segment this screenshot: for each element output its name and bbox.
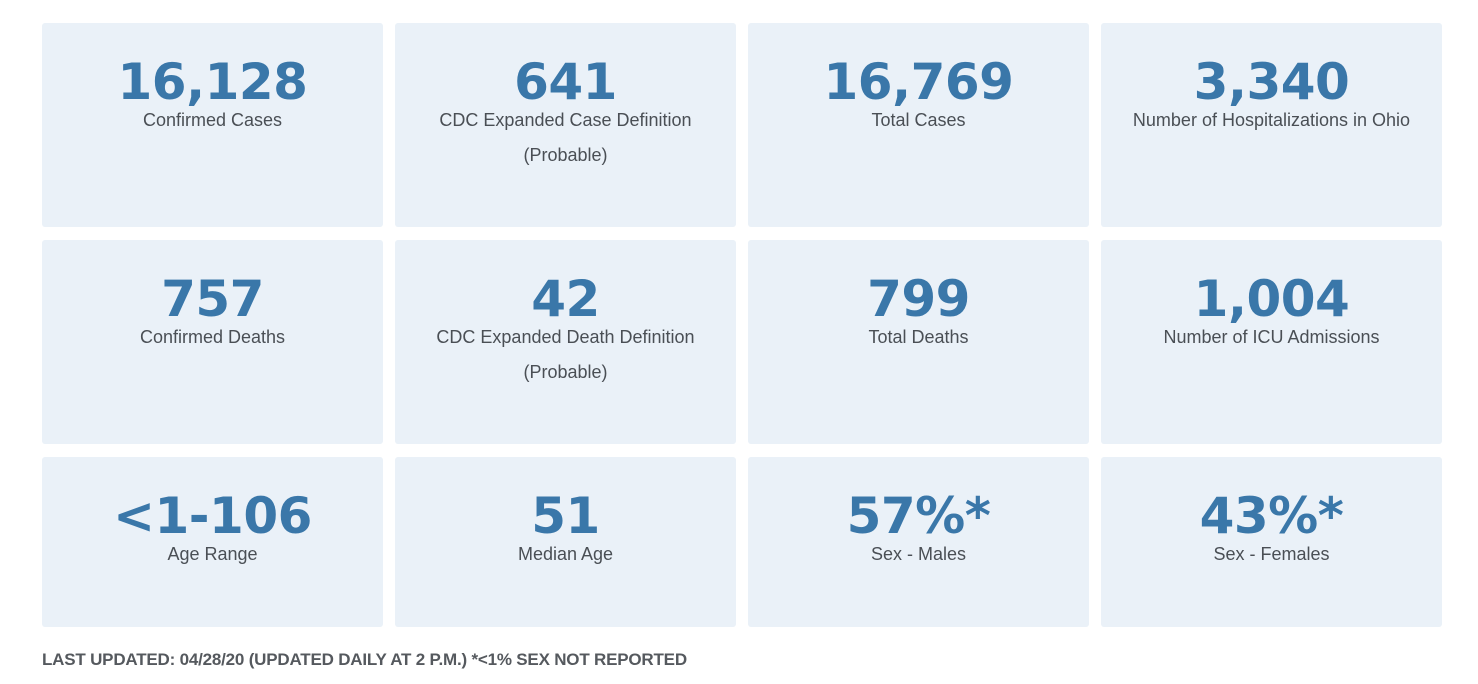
stat-label: Total Cases bbox=[871, 110, 966, 130]
stat-value: 16,769 bbox=[823, 53, 1014, 111]
stat-value: 42 bbox=[531, 270, 600, 328]
stat-label: Total Deaths bbox=[868, 327, 969, 347]
stat-label: CDC Expanded Case Definition (Probable) bbox=[439, 110, 692, 165]
stat-card-hospitalizations: 3,340 Number of Hospitalizations in Ohio bbox=[1101, 23, 1442, 227]
stat-label: Number of ICU Admissions bbox=[1163, 327, 1380, 347]
stat-value: <1-106 bbox=[113, 487, 312, 545]
stat-label: Age Range bbox=[167, 544, 258, 564]
stat-value: 757 bbox=[161, 270, 264, 328]
stat-card-probable-cases: 641 CDC Expanded Case Definition (Probab… bbox=[395, 23, 736, 227]
stat-value: 3,340 bbox=[1193, 53, 1350, 111]
stat-value: 1,004 bbox=[1193, 270, 1350, 328]
stat-label: CDC Expanded Death Definition (Probable) bbox=[436, 327, 695, 382]
stat-card-confirmed-deaths: 757 Confirmed Deaths bbox=[42, 240, 383, 444]
stat-card-sex-females: 43%* Sex - Females bbox=[1101, 457, 1442, 627]
stat-label: Number of Hospitalizations in Ohio bbox=[1132, 110, 1411, 130]
stat-value: 799 bbox=[867, 270, 970, 328]
stats-grid: 16,128 Confirmed Cases 641 CDC Expanded … bbox=[42, 23, 1442, 627]
stat-card-total-deaths: 799 Total Deaths bbox=[748, 240, 1089, 444]
stat-value: 16,128 bbox=[117, 53, 308, 111]
stat-card-probable-deaths: 42 CDC Expanded Death Definition (Probab… bbox=[395, 240, 736, 444]
stat-value: 641 bbox=[514, 53, 617, 111]
stat-card-icu-admissions: 1,004 Number of ICU Admissions bbox=[1101, 240, 1442, 444]
stat-label: Confirmed Deaths bbox=[139, 327, 286, 347]
stat-value: 43%* bbox=[1199, 487, 1344, 545]
stat-label: Sex - Females bbox=[1213, 544, 1330, 564]
stat-label: Median Age bbox=[517, 544, 614, 564]
stat-value: 51 bbox=[531, 487, 600, 545]
stat-card-total-cases: 16,769 Total Cases bbox=[748, 23, 1089, 227]
stat-card-age-range: <1-106 Age Range bbox=[42, 457, 383, 627]
stat-card-sex-males: 57%* Sex - Males bbox=[748, 457, 1089, 627]
stat-card-confirmed-cases: 16,128 Confirmed Cases bbox=[42, 23, 383, 227]
last-updated-note: LAST UPDATED: 04/28/20 (UPDATED DAILY AT… bbox=[42, 650, 687, 669]
stat-value: 57%* bbox=[846, 487, 991, 545]
stat-card-median-age: 51 Median Age bbox=[395, 457, 736, 627]
stat-label: Confirmed Cases bbox=[142, 110, 283, 130]
stat-label: Sex - Males bbox=[870, 544, 967, 564]
